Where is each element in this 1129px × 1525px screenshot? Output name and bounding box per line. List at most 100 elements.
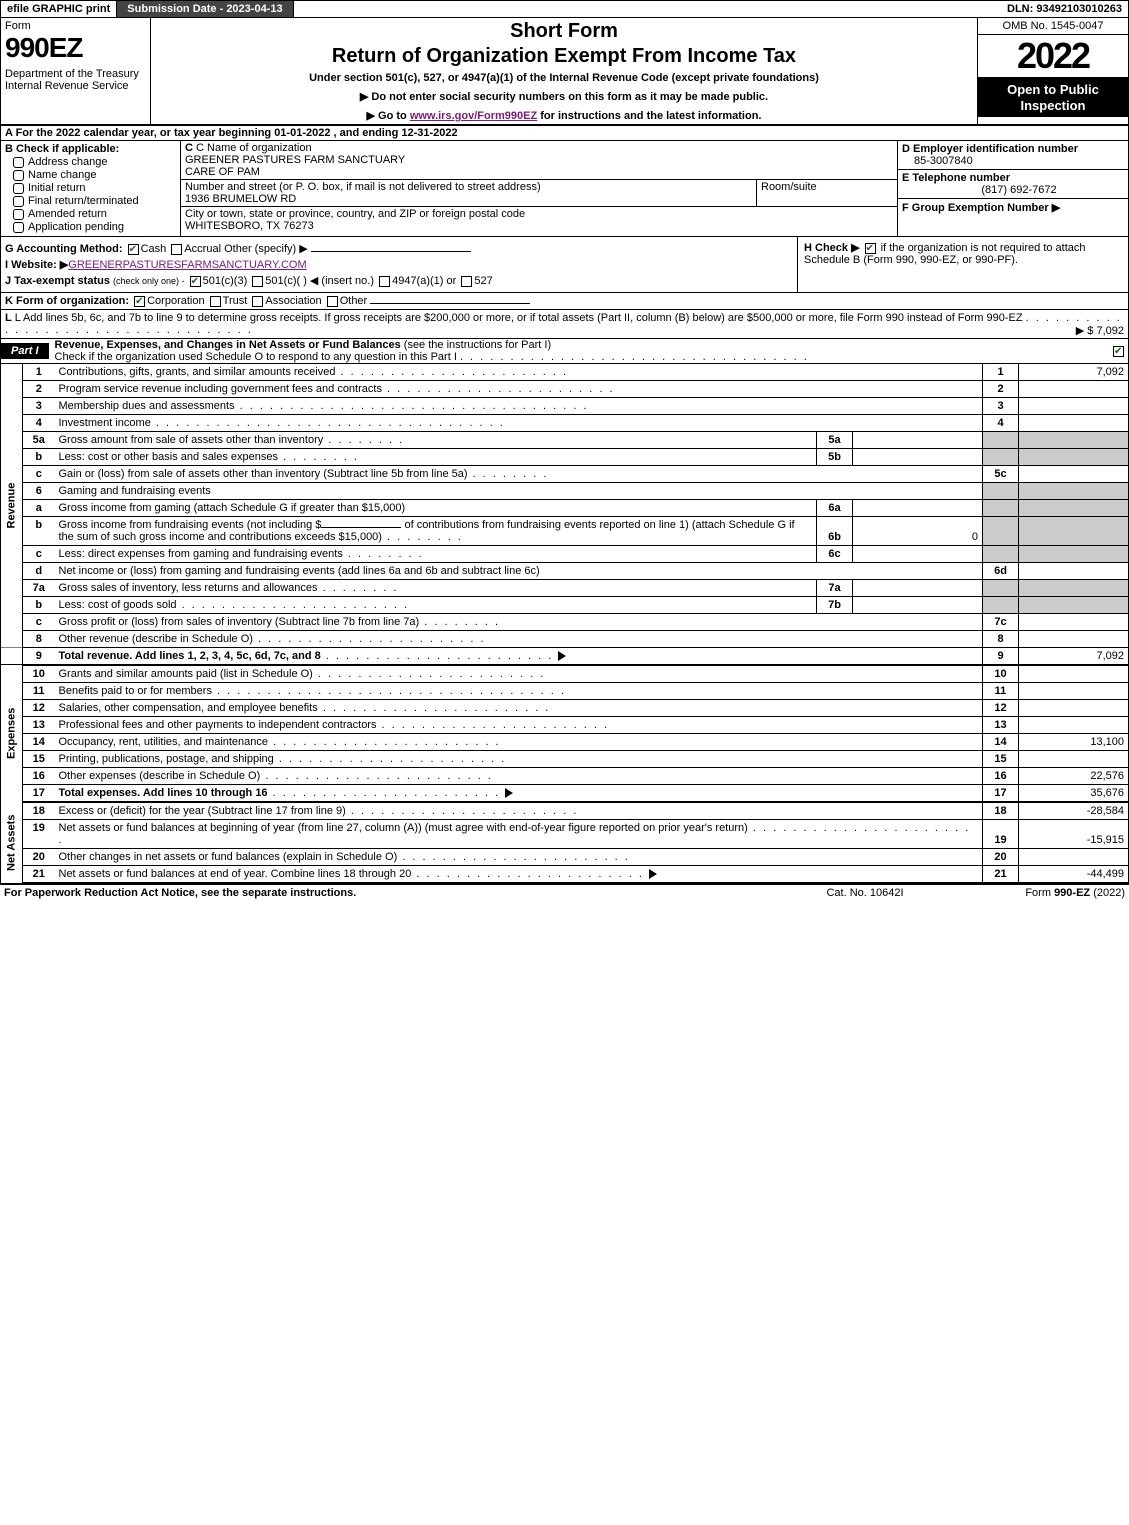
row-k: K Form of organization: Corporation Trus… [0, 293, 1129, 310]
street-address: 1936 BRUMELOW RD [185, 193, 752, 205]
tel-value: (817) 692-7672 [902, 184, 1124, 196]
line18-value: -28,584 [1019, 802, 1129, 820]
footer: For Paperwork Reduction Act Notice, see … [0, 884, 1129, 901]
line5c-value [1019, 466, 1129, 483]
revenue-label: Revenue [1, 364, 23, 648]
cb-association[interactable] [252, 296, 263, 307]
tax-year: 2022 [978, 35, 1128, 78]
line20-value [1019, 849, 1129, 866]
cb-accrual[interactable] [171, 244, 182, 255]
form-number: 990EZ [5, 32, 146, 64]
cb-final-return[interactable]: Final return/terminated [13, 195, 176, 207]
line7b-value [853, 597, 983, 614]
short-form-label: Short Form [157, 20, 971, 43]
cb-corporation[interactable] [134, 296, 145, 307]
line21-value: -44,499 [1019, 866, 1129, 884]
cb-527[interactable] [461, 276, 472, 287]
arrow-icon [505, 788, 513, 798]
city-label: City or town, state or province, country… [185, 208, 893, 220]
cb-4947[interactable] [379, 276, 390, 287]
meta-left: G Accounting Method: Cash Accrual Other … [1, 237, 798, 292]
efile-label: efile GRAPHIC print [1, 1, 117, 17]
paperwork-notice: For Paperwork Reduction Act Notice, see … [4, 887, 765, 899]
line1-value: 7,092 [1019, 364, 1129, 381]
catalog-number: Cat. No. 10642I [765, 887, 965, 899]
department: Department of the Treasury Internal Reve… [5, 68, 146, 92]
website-link[interactable]: GREENERPASTURESFARMSANCTUARY.COM [68, 259, 306, 271]
cb-trust[interactable] [210, 296, 221, 307]
line9-value: 7,092 [1019, 648, 1129, 666]
form-ref: Form 990-EZ (2022) [965, 887, 1125, 899]
line6c-value [853, 546, 983, 563]
city-state-zip: WHITESBORO, TX 76273 [185, 220, 893, 232]
dln: DLN: 93492103010263 [1001, 1, 1128, 17]
col-b-header: B Check if applicable: [5, 143, 176, 155]
submission-date: Submission Date - 2023-04-13 [117, 1, 293, 17]
accounting-method: G Accounting Method: Cash Accrual Other … [5, 242, 793, 255]
col-c: C C Name of organization GREENER PASTURE… [181, 141, 898, 236]
section-a: A For the 2022 calendar year, or tax yea… [0, 126, 1129, 141]
tax-exempt-line: J Tax-exempt status (check only one) - 5… [5, 274, 793, 287]
omb-number: OMB No. 1545-0047 [978, 18, 1128, 35]
header-left: Form 990EZ Department of the Treasury In… [1, 18, 151, 124]
header-center: Short Form Return of Organization Exempt… [151, 18, 978, 124]
part1-table: Revenue 1Contributions, gifts, grants, a… [0, 364, 1129, 884]
org-name-row: C C Name of organization GREENER PASTURE… [181, 141, 897, 180]
line5a-value [853, 432, 983, 449]
note2-post: for instructions and the latest informat… [537, 110, 761, 122]
cb-address-change[interactable]: Address change [13, 156, 176, 168]
meta-block: G Accounting Method: Cash Accrual Other … [0, 237, 1129, 293]
room-label: Room/suite [761, 181, 893, 193]
cb-initial-return[interactable]: Initial return [13, 182, 176, 194]
header-note2: ▶ Go to www.irs.gov/Form990EZ for instru… [157, 109, 971, 122]
cb-application-pending[interactable]: Application pending [13, 221, 176, 233]
line11-value [1019, 683, 1129, 700]
cb-cash[interactable] [128, 244, 139, 255]
line19-value: -15,915 [1019, 820, 1129, 849]
addr-label: Number and street (or P. O. box, if mail… [185, 181, 752, 193]
ein-label: D Employer identification number [902, 143, 1124, 155]
care-of: CARE OF PAM [185, 166, 893, 178]
col-d: D Employer identification number 85-3007… [898, 141, 1128, 236]
cb-schedule-b[interactable] [865, 243, 876, 254]
line15-value [1019, 751, 1129, 768]
tel-row: E Telephone number (817) 692-7672 [898, 170, 1128, 199]
line2-value [1019, 381, 1129, 398]
cb-501c[interactable] [252, 276, 263, 287]
form-header: Form 990EZ Department of the Treasury In… [0, 18, 1129, 126]
cb-501c3[interactable] [190, 276, 201, 287]
line3-value [1019, 398, 1129, 415]
arrow-icon [558, 651, 566, 661]
line17-value: 35,676 [1019, 785, 1129, 803]
cb-other-org[interactable] [327, 296, 338, 307]
line8-value [1019, 631, 1129, 648]
ein-value: 85-3007840 [902, 155, 1124, 167]
top-bar: efile GRAPHIC print Submission Date - 20… [0, 0, 1129, 18]
form-subtitle: Under section 501(c), 527, or 4947(a)(1)… [157, 72, 971, 84]
line4-value [1019, 415, 1129, 432]
address-row: Number and street (or P. O. box, if mail… [181, 180, 897, 207]
row-l: L L Add lines 5b, 6c, and 7b to line 9 t… [0, 310, 1129, 339]
arrow-icon [649, 869, 657, 879]
line7a-value [853, 580, 983, 597]
ein-row: D Employer identification number 85-3007… [898, 141, 1128, 170]
cb-name-change[interactable]: Name change [13, 169, 176, 181]
group-exemption-label: F Group Exemption Number ▶ [902, 201, 1124, 214]
gross-receipts: ▶ $ 7,092 [1076, 324, 1124, 337]
note2-pre: ▶ Go to [367, 110, 410, 122]
meta-right: H Check ▶ if the organization is not req… [798, 237, 1128, 292]
line14-value: 13,100 [1019, 734, 1129, 751]
part1-header: Part I Revenue, Expenses, and Changes in… [0, 339, 1129, 364]
group-exemption-row: F Group Exemption Number ▶ [898, 199, 1128, 216]
cb-amended-return[interactable]: Amended return [13, 208, 176, 220]
irs-link[interactable]: www.irs.gov/Form990EZ [410, 110, 537, 122]
line7c-value [1019, 614, 1129, 631]
line6d-value [1019, 563, 1129, 580]
expenses-label: Expenses [1, 665, 23, 802]
form-word: Form [5, 20, 146, 32]
line16-value: 22,576 [1019, 768, 1129, 785]
website-line: I Website: ▶GREENERPASTURESFARMSANCTUARY… [5, 258, 793, 271]
cb-schedule-o[interactable] [1113, 346, 1124, 357]
part1-title: Revenue, Expenses, and Changes in Net As… [55, 339, 1113, 363]
open-inspection: Open to Public Inspection [978, 78, 1128, 117]
